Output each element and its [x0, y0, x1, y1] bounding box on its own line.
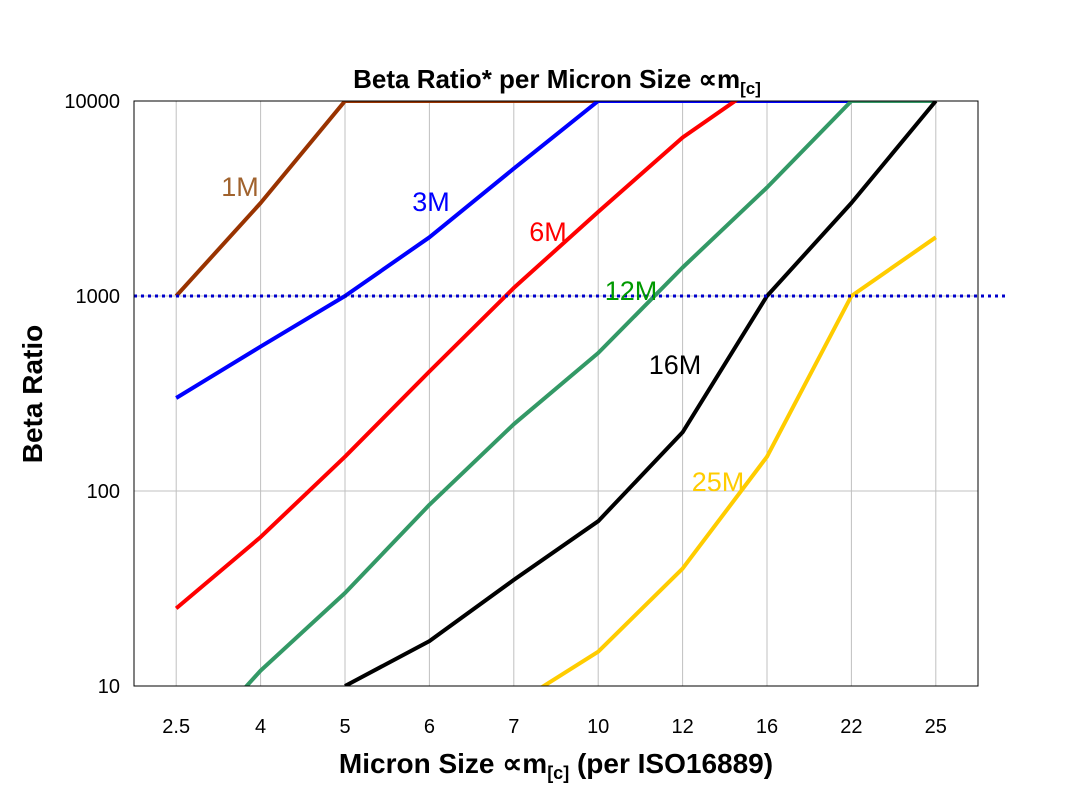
y-tick-label: 10000: [64, 91, 120, 113]
series-label-25M: 25M: [692, 467, 745, 497]
x-tick-label: 2.5: [162, 716, 190, 738]
x-tick-label: 5: [339, 716, 350, 738]
series-line-6M: [174, 101, 739, 610]
y-tick-label: 100: [87, 481, 120, 503]
y-tick-label: 1000: [76, 286, 121, 308]
series-line-1M: [174, 101, 599, 298]
x-tick-label: 7: [508, 716, 519, 738]
series-label-6M: 6M: [529, 217, 567, 247]
x-tick-label: 4: [255, 716, 266, 738]
series-lines: [174, 101, 938, 686]
plot-area-border: [133, 100, 979, 687]
series-line-16M: [344, 101, 938, 686]
series-label-12M: 12M: [605, 276, 658, 306]
series-label-16M: 16M: [649, 350, 702, 380]
x-tick-label: 16: [756, 716, 778, 738]
series-line-3M: [175, 101, 852, 400]
y-tick-labels: 10 100 1000 10000: [64, 91, 120, 698]
x-tick-labels: 2.5 4 5 6 7 10 12 16 22 25: [162, 716, 947, 738]
x-tick-label: 12: [671, 716, 693, 738]
x-tick-label: 10: [587, 716, 609, 738]
y-tick-label: 10: [98, 676, 120, 698]
x-tick-label: 22: [840, 716, 862, 738]
x-tick-label: 6: [424, 716, 435, 738]
series-line-12M: [243, 101, 936, 686]
series-label-1M: 1M: [221, 172, 259, 202]
series-line-25M: [540, 235, 937, 686]
x-tick-label: 25: [925, 716, 947, 738]
gridlines: [134, 100, 978, 687]
y-axis-label: Beta Ratio: [17, 325, 48, 463]
chart-title: Beta Ratio* per Micron Size ∝m[c]: [353, 64, 761, 98]
series-label-3M: 3M: [412, 187, 450, 217]
series-labels: 1M 3M 6M 12M 16M 25M: [221, 172, 744, 497]
x-axis-label: Micron Size ∝m[c] (per ISO16889): [339, 748, 773, 783]
